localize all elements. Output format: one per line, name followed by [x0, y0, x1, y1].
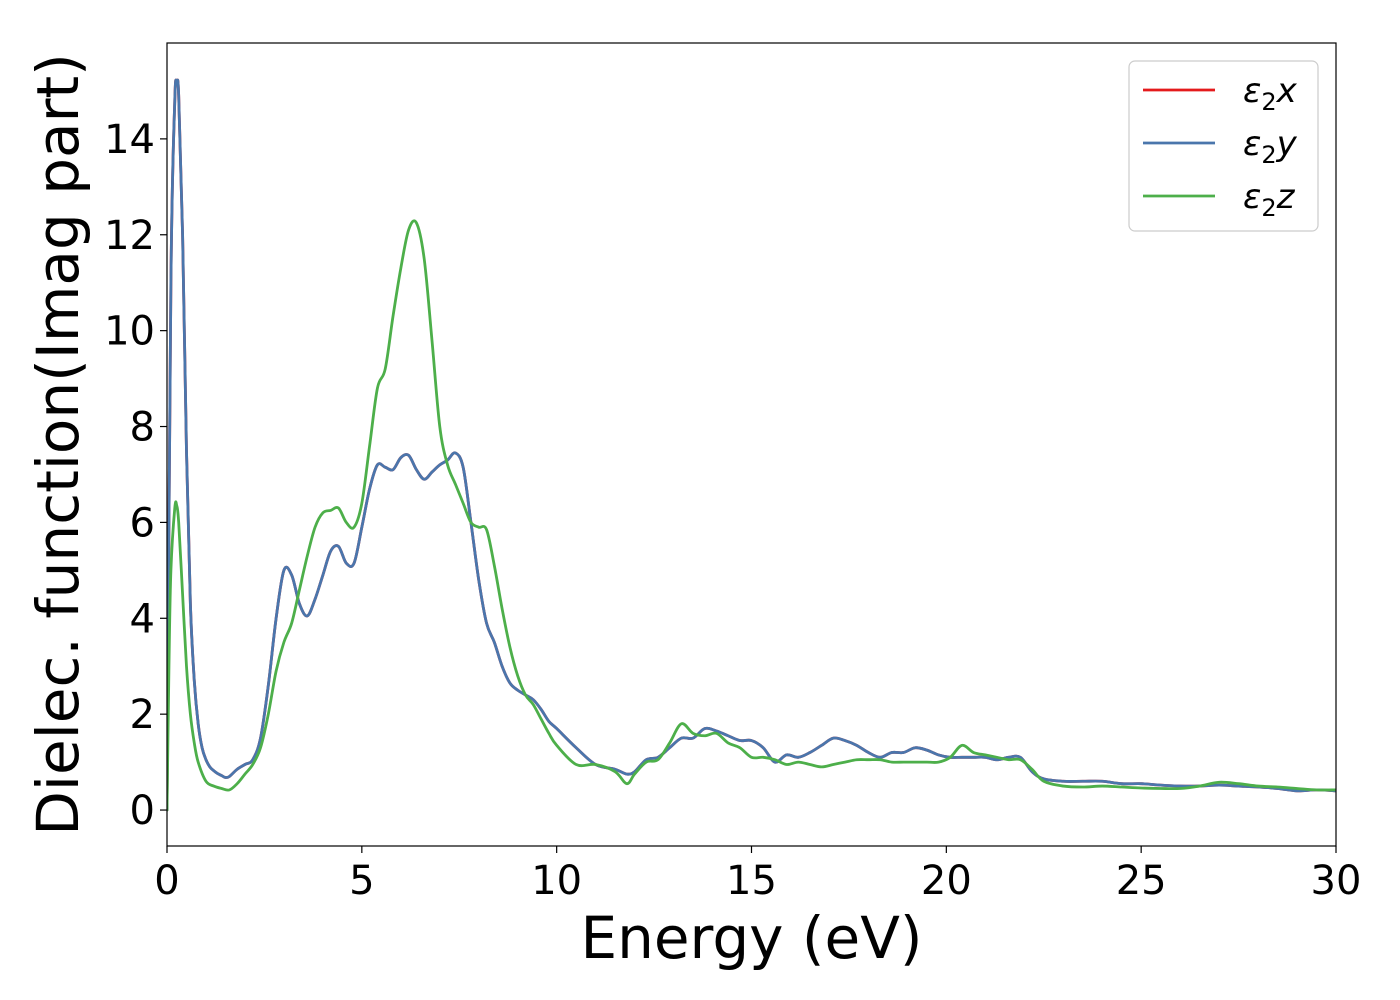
- legend-label-y: ε2y: [1243, 124, 1298, 169]
- legend-label-subscript: 2: [1261, 141, 1276, 169]
- y-tick-label: 12: [104, 213, 155, 259]
- y-tick-label: 10: [104, 309, 155, 355]
- legend-label-z: ε2z: [1243, 177, 1296, 222]
- y-tick-label: 8: [130, 405, 155, 451]
- y-axis-label: Dielec. function(Imag part): [24, 53, 92, 836]
- x-tick-label: 0: [154, 858, 179, 904]
- x-tick-label: 20: [921, 858, 972, 904]
- x-tick-label: 15: [726, 858, 777, 904]
- legend-label-suffix: z: [1276, 177, 1296, 217]
- series-line-z: [167, 219, 1336, 812]
- legend-label-base: ε: [1243, 71, 1261, 111]
- ticks-layer: 0 5 10 15 20 25 30 0 2 4 6 8 10 12 14: [104, 117, 1361, 904]
- legend-label-x: ε2x: [1243, 71, 1298, 116]
- x-tick-label: 10: [531, 858, 582, 904]
- x-tick-label: 30: [1311, 858, 1362, 904]
- y-tick-label: 6: [130, 500, 155, 546]
- y-tick-label: 2: [130, 692, 155, 738]
- legend-box: [1128, 60, 1319, 232]
- y-tick-label: 4: [130, 596, 155, 642]
- legend-label-subscript: 2: [1261, 194, 1276, 222]
- series-layer: [167, 78, 1336, 812]
- y-tick-label: 0: [130, 788, 155, 834]
- x-tick-label: 25: [1116, 858, 1167, 904]
- x-tick-label: 5: [349, 858, 374, 904]
- legend-label-base: ε: [1243, 177, 1261, 217]
- legend-label-suffix: x: [1276, 71, 1298, 111]
- y-tick-label: 14: [104, 117, 155, 163]
- x-axis-label: Energy (eV): [580, 904, 922, 972]
- legend-label-base: ε: [1243, 124, 1261, 164]
- legend-label-suffix: y: [1276, 124, 1298, 164]
- legend-label-subscript: 2: [1261, 88, 1276, 116]
